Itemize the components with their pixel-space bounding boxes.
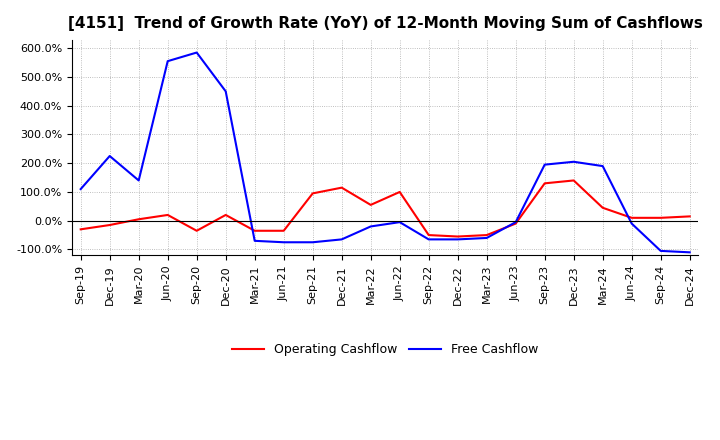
Operating Cashflow [454, 234, 462, 239]
Operating Cashflow [135, 216, 143, 222]
Free Cashflow [657, 248, 665, 253]
Free Cashflow [105, 154, 114, 159]
Operating Cashflow [482, 232, 491, 238]
Free Cashflow [251, 238, 259, 243]
Free Cashflow [511, 220, 520, 225]
Operating Cashflow [192, 228, 201, 233]
Operating Cashflow [541, 181, 549, 186]
Free Cashflow [395, 220, 404, 225]
Free Cashflow [279, 240, 288, 245]
Operating Cashflow [570, 178, 578, 183]
Free Cashflow [192, 50, 201, 55]
Free Cashflow [366, 224, 375, 229]
Operating Cashflow [627, 215, 636, 220]
Free Cashflow [454, 237, 462, 242]
Operating Cashflow [308, 191, 317, 196]
Free Cashflow [424, 237, 433, 242]
Operating Cashflow [221, 213, 230, 218]
Operating Cashflow [424, 232, 433, 238]
Free Cashflow [221, 89, 230, 94]
Operating Cashflow [163, 213, 172, 218]
Free Cashflow [338, 237, 346, 242]
Free Cashflow [482, 235, 491, 241]
Line: Free Cashflow: Free Cashflow [81, 52, 690, 252]
Free Cashflow [541, 162, 549, 167]
Free Cashflow [76, 187, 85, 192]
Free Cashflow [570, 159, 578, 165]
Operating Cashflow [685, 214, 694, 219]
Operating Cashflow [366, 202, 375, 208]
Free Cashflow [135, 178, 143, 183]
Free Cashflow [627, 221, 636, 226]
Operating Cashflow [251, 228, 259, 233]
Line: Operating Cashflow: Operating Cashflow [81, 180, 690, 237]
Operating Cashflow [76, 227, 85, 232]
Free Cashflow [598, 163, 607, 169]
Title: [4151]  Trend of Growth Rate (YoY) of 12-Month Moving Sum of Cashflows: [4151] Trend of Growth Rate (YoY) of 12-… [68, 16, 703, 32]
Operating Cashflow [105, 222, 114, 227]
Legend: Operating Cashflow, Free Cashflow: Operating Cashflow, Free Cashflow [228, 338, 543, 361]
Free Cashflow [163, 59, 172, 64]
Free Cashflow [308, 240, 317, 245]
Operating Cashflow [279, 228, 288, 233]
Operating Cashflow [338, 185, 346, 190]
Operating Cashflow [657, 215, 665, 220]
Operating Cashflow [511, 221, 520, 226]
Free Cashflow [685, 249, 694, 255]
Operating Cashflow [598, 205, 607, 210]
Operating Cashflow [395, 189, 404, 194]
